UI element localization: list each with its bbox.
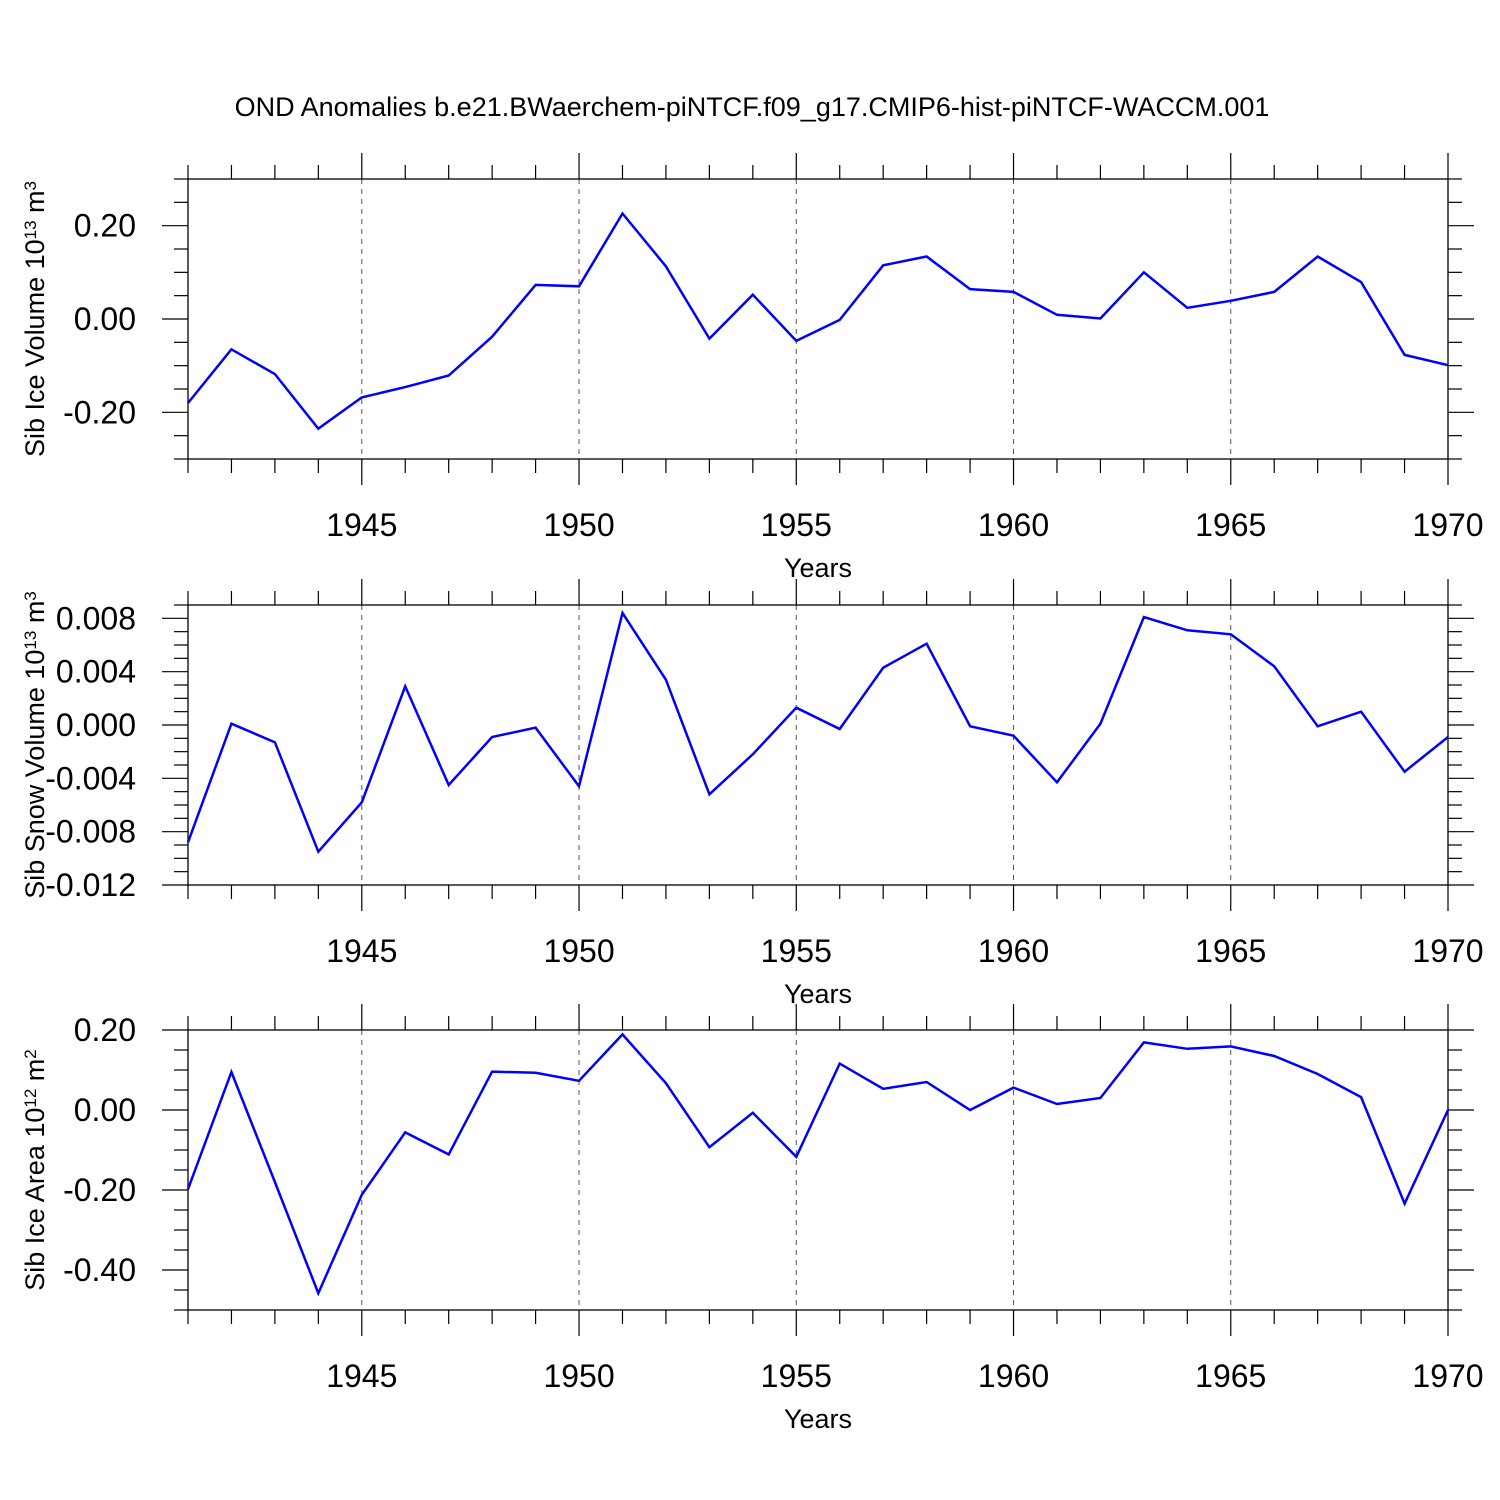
y-axis-title-text: Sib Snow Volume 10 [20,650,50,899]
x-tick-label: 1945 [326,1358,397,1394]
plot-frame [187,604,1449,886]
x-axis-title: Years [784,979,852,1009]
y-axis-title: Sib Snow Volume 1013 m3 [20,591,50,899]
y-axis-title-text: m [20,601,50,631]
series-line [187,211,1449,431]
x-axis-title: Years [784,1404,852,1434]
y-axis-title: Sib Ice Area 1012 m2 [20,1049,50,1291]
panel-3: -0.40 -0.20 0.00 0.20 1945 1950 1955 1960 1965 19… [20,1004,1484,1434]
x-tick-label: 1960 [978,1358,1049,1394]
x-tick-label: 1955 [761,933,832,969]
x-tick-label: 1950 [543,1358,614,1394]
x-tick-label: 1960 [978,933,1049,969]
y-tick-label: -0.008 [45,814,136,850]
y-axis-title-text: m [20,190,50,220]
y-tick-label: -0.40 [63,1252,136,1288]
y-axis-title-exponent: 3 [21,181,40,190]
x-tick-label: 1955 [761,507,832,543]
x-tick-label: 1960 [978,507,1049,543]
series-line [186,609,1449,855]
x-axis-title: Years [784,553,852,583]
panel-1: -0.20 0.00 0.20 1945 1950 1955 1960 1965 1970 Yea… [20,153,1484,583]
y-tick-label: 0.000 [56,707,136,743]
y-axis-title-exponent: 13 [21,220,40,239]
panel-2: -0.012 -0.008 -0.004 0.000 0.004 0.008 1945 195… [20,579,1484,1009]
y-tick-label: 0.008 [56,600,136,636]
x-tick-label: 1970 [1412,507,1483,543]
panels: -0.20 0.00 0.20 1945 1950 1955 1960 1965 1970 Yea… [20,153,1484,1434]
chart-title: OND Anomalies b.e21.BWaerchem-piNTCF.f09… [235,92,1270,122]
x-tick-label: 1950 [543,507,614,543]
x-tick-label: 1950 [543,933,614,969]
x-tick-label: 1965 [1195,1358,1266,1394]
y-axis-title-exponent: 12 [21,1089,40,1108]
y-tick-label: -0.004 [45,760,136,796]
y-tick-label: 0.00 [74,301,136,337]
y-tick-label: -0.012 [45,867,136,903]
x-tick-label: 1970 [1412,1358,1483,1394]
plot-frame [187,1029,1449,1311]
y-tick-label: 0.004 [56,654,136,690]
y-tick-label: -0.20 [63,394,136,430]
plot-frame [187,178,1449,460]
x-tick-label: 1965 [1195,933,1266,969]
x-tick-label: 1945 [326,933,397,969]
y-axis-title-text: Sib Ice Area 10 [20,1108,50,1291]
y-tick-label: -0.20 [63,1172,136,1208]
x-tick-label: 1955 [761,1358,832,1394]
x-tick-label: 1965 [1195,507,1266,543]
series-line [186,1032,1450,1297]
y-axis-title-exponent: 3 [21,591,40,600]
y-axis-title-exponent: 13 [21,631,40,650]
x-tick-label: 1945 [326,507,397,543]
y-axis-title-text: Sib Ice Volume 10 [20,239,50,457]
y-tick-label: 0.20 [74,1012,136,1048]
y-axis-title-exponent: 2 [21,1049,40,1058]
y-axis-title-text: m [20,1059,50,1089]
y-axis-title: Sib Ice Volume 1013 m3 [20,181,50,457]
y-tick-label: 0.00 [74,1092,136,1128]
y-tick-label: 0.20 [74,208,136,244]
x-tick-label: 1970 [1412,933,1483,969]
